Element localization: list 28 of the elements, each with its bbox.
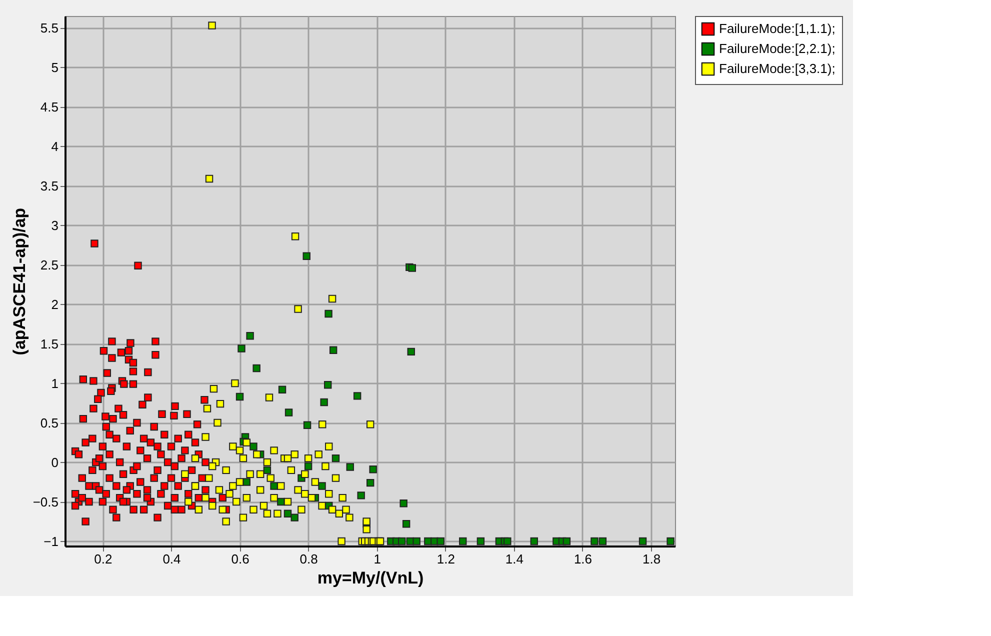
y-tick-label: 0.5 [40,415,58,430]
y-tick-label: −0.5 [32,494,58,510]
y-tick-label: 0 [51,454,58,470]
y-tick-label: −1 [44,534,58,549]
legend-label: FailureMode:[2,2.1); [719,41,836,56]
y-tick-label: 5.5 [40,20,58,36]
y-tick-label: 4 [51,138,58,154]
y-tick-label: 3.5 [40,178,58,194]
y-axis-title: (apASCE41-ap)/ap [10,208,29,356]
x-tick-label: 1 [374,552,381,566]
y-tick-label: 5 [51,60,58,75]
x-tick-label: 0.8 [300,552,318,566]
x-tick-label: 0.6 [231,552,250,566]
x-tick-label: 1.4 [505,552,524,566]
y-tick-label: 3 [51,218,58,233]
x-tick-label: 0.4 [162,552,181,566]
legend-label: FailureMode:[3,3.1); [719,61,836,76]
x-tick-label: 0.2 [94,552,112,566]
y-tick-label: 2 [51,296,58,312]
x-tick-label: 1.6 [574,552,592,566]
legend-label: FailureMode:[1,1.1); [719,21,836,36]
x-axis-title: my=My/(VnL) [317,568,424,588]
x-tick-label: 1.2 [436,552,455,566]
x-tick-label: 1.8 [642,552,661,566]
y-tick-label: 1 [51,376,58,391]
y-tick-label: 2.5 [40,257,58,272]
y-tick-label: 4.5 [40,99,58,114]
y-tick-label: 1.5 [40,336,58,352]
